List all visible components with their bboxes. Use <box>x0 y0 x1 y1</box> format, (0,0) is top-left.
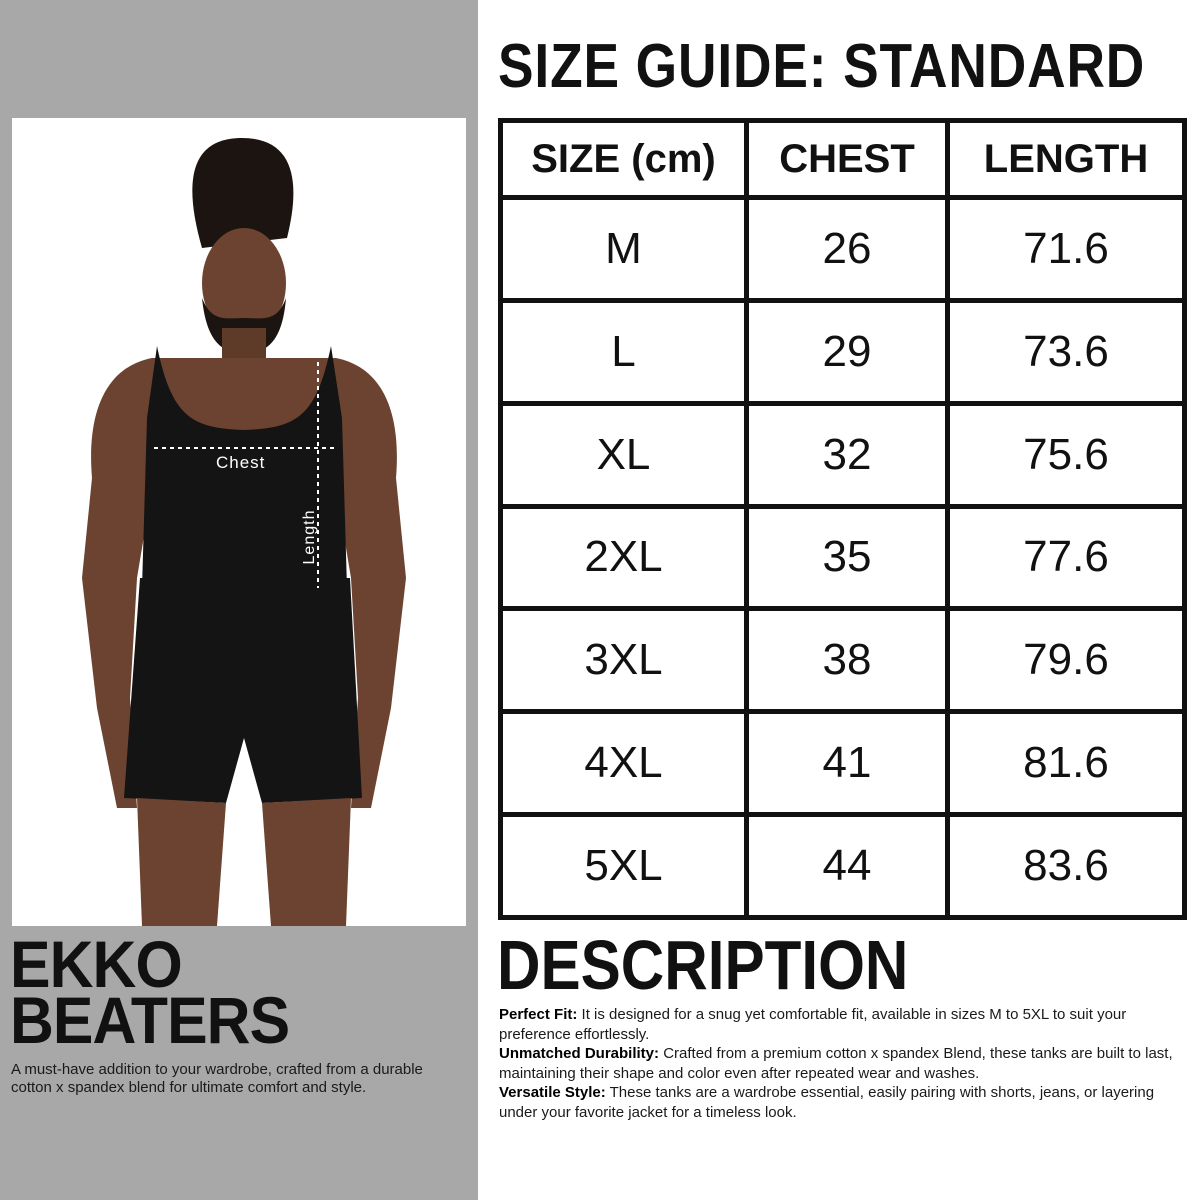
length-cell: 75.6 <box>945 400 1187 509</box>
size-cell: 5XL <box>498 812 749 920</box>
chest-cell: 29 <box>744 297 950 406</box>
table-row: XL 32 75.6 <box>498 400 1187 509</box>
length-cell: 79.6 <box>945 606 1187 715</box>
header-size: SIZE (cm) <box>498 118 749 200</box>
brand-line-2: BEATERS <box>10 983 290 1057</box>
model-photo: Chest Length <box>12 118 466 926</box>
table-row: 5XL 44 83.6 <box>498 812 1187 920</box>
chest-cell: 35 <box>744 503 950 612</box>
description-item-text: These tanks are a wardrobe essential, ea… <box>499 1084 1155 1121</box>
length-cell: 73.6 <box>945 297 1187 406</box>
description-item-label: Perfect Fit: <box>499 1006 578 1023</box>
brand-name: EKKO BEATERS <box>10 927 290 1057</box>
description-title: DESCRIPTION <box>497 926 909 1004</box>
left-panel: Chest Length EKKO BEATERS A must-have ad… <box>0 0 478 1200</box>
tagline: A must-have addition to your wardrobe, c… <box>11 1061 423 1096</box>
description-item-label: Versatile Style: <box>499 1084 606 1101</box>
description-item: Unmatched Durability: Crafted from a pre… <box>499 1044 1194 1083</box>
size-cell: M <box>498 195 749 303</box>
table-row: 3XL 38 79.6 <box>498 606 1187 715</box>
chest-cell: 32 <box>744 400 950 509</box>
chest-cell: 26 <box>744 195 950 303</box>
size-cell: 3XL <box>498 606 749 715</box>
chest-label: Chest <box>216 453 266 472</box>
table-row: 2XL 35 77.6 <box>498 503 1187 612</box>
table-row: 4XL 41 81.6 <box>498 709 1187 818</box>
size-cell: 4XL <box>498 709 749 818</box>
model-illustration <box>82 138 406 926</box>
table-header-row: SIZE (cm) CHEST LENGTH <box>498 118 1187 200</box>
brand-line-1: EKKO <box>10 927 183 1001</box>
size-cell: XL <box>498 400 749 509</box>
description-item-label: Unmatched Durability: <box>499 1045 660 1062</box>
header-length: LENGTH <box>945 118 1187 200</box>
description-body: Perfect Fit: It is designed for a snug y… <box>499 1005 1194 1122</box>
chest-cell: 41 <box>744 709 950 818</box>
description-item: Versatile Style: These tanks are a wardr… <box>499 1083 1194 1122</box>
length-cell: 81.6 <box>945 709 1187 818</box>
header-chest: CHEST <box>744 118 950 200</box>
description-item-text: Crafted from a premium cotton x spandex … <box>499 1045 1173 1082</box>
description-item-text: It is designed for a snug yet comfortabl… <box>499 1006 1127 1043</box>
size-cell: L <box>498 297 749 406</box>
size-guide-title: SIZE GUIDE: STANDARD <box>498 32 1146 101</box>
length-cell: 83.6 <box>945 812 1187 920</box>
description-item: Perfect Fit: It is designed for a snug y… <box>499 1005 1194 1044</box>
length-label: Length <box>301 509 318 565</box>
chest-cell: 38 <box>744 606 950 715</box>
size-cell: 2XL <box>498 503 749 612</box>
size-table: SIZE (cm) CHEST LENGTH M 26 71.6 L 29 73.6 XL 3… <box>498 118 1187 920</box>
table-row: L 29 73.6 <box>498 297 1187 406</box>
length-cell: 77.6 <box>945 503 1187 612</box>
table-row: M 26 71.6 <box>498 195 1187 303</box>
length-cell: 71.6 <box>945 195 1187 303</box>
chest-cell: 44 <box>744 812 950 920</box>
